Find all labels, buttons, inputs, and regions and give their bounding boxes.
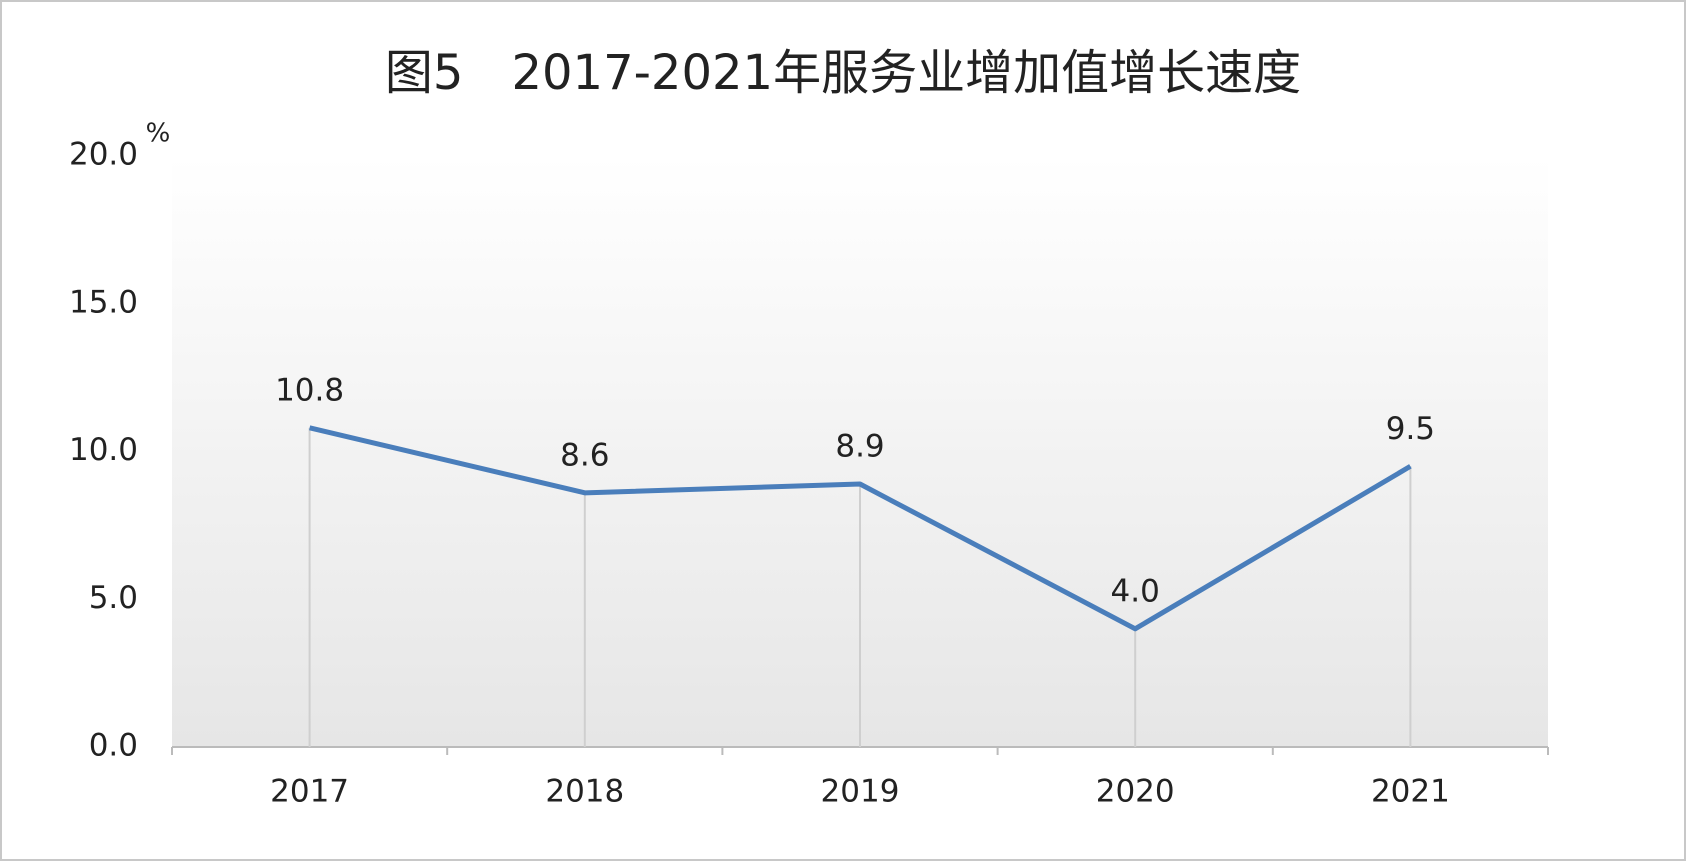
y-tick-label: 10.0 bbox=[69, 432, 138, 468]
x-tick-label: 2018 bbox=[545, 774, 624, 810]
value-label: 4.0 bbox=[1111, 573, 1160, 609]
y-tick-label: 5.0 bbox=[89, 580, 138, 616]
y-tick-label: 0.0 bbox=[89, 728, 138, 764]
y-tick-label: 15.0 bbox=[69, 284, 138, 320]
unit-label: % bbox=[146, 119, 171, 149]
x-tick-label: 2021 bbox=[1371, 774, 1450, 810]
y-tick-label: 20.0 bbox=[69, 137, 138, 173]
value-label: 8.6 bbox=[560, 437, 609, 473]
x-tick-label: 2020 bbox=[1096, 774, 1175, 810]
line-series bbox=[309, 425, 1412, 632]
x-tick-label: 2019 bbox=[821, 774, 900, 810]
value-label: 8.9 bbox=[835, 429, 884, 465]
chart-title: 图5 2017-2021年服务业增加值增长速度 bbox=[385, 45, 1301, 101]
x-tick-label: 2017 bbox=[270, 774, 349, 810]
value-label: 9.5 bbox=[1386, 411, 1435, 447]
value-label: 10.8 bbox=[275, 372, 344, 408]
